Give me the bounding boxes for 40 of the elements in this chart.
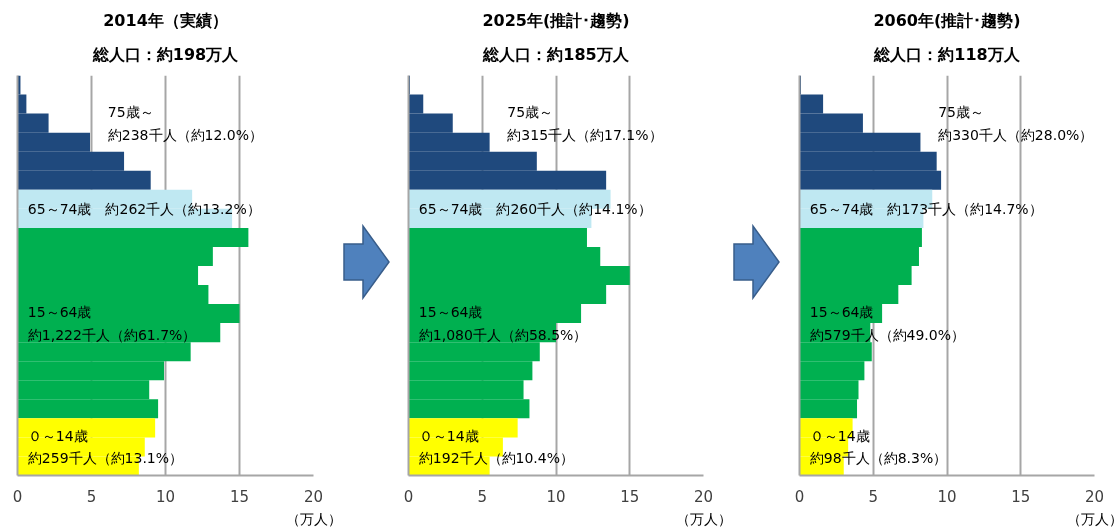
annotation: 約1,222千人（約61.7%） [27, 326, 197, 343]
chart-subtitle: 総人口：約198万人 [91, 44, 240, 64]
annotation: 65～74歳 約173千人（約14.7%） [809, 200, 1043, 217]
chart-title: 2025年(推計･趨勢) [482, 10, 630, 30]
x-axis-title: （万人） [675, 510, 732, 527]
annotation: 約330千人（約28.0%） [938, 126, 1094, 143]
annotation: 約315千人（約17.1%） [507, 126, 663, 143]
chart-subtitle: 総人口：約185万人 [482, 44, 630, 64]
chart-title: 2014年（実績） [103, 10, 228, 30]
x-tick-label: 15 [620, 487, 640, 506]
annotation: ０～14歳 [418, 427, 479, 444]
x-axis-title: （万人） [1066, 510, 1118, 527]
x-tick-label: 5 [868, 487, 879, 506]
annotation: 15～64歳 [418, 303, 483, 320]
x-tick-label: 10 [155, 487, 176, 506]
x-tick-label: 5 [477, 487, 488, 506]
x-tick-label: 20 [693, 487, 714, 506]
annotation: 65～74歳 約260千人（約14.1%） [418, 200, 652, 217]
annotation: 15～64歳 [809, 303, 874, 320]
annotation: 15～64歳 [27, 303, 92, 320]
annotation: 65～74歳 約262千人（約13.2%） [27, 200, 261, 217]
x-tick-label: 15 [1011, 487, 1031, 506]
x-tick-label: 0 [12, 487, 23, 506]
annotation: ０～14歳 [27, 427, 88, 444]
chart-title: 2060年(推計･趨勢) [873, 10, 1021, 30]
x-tick-label: 20 [1084, 487, 1105, 506]
x-tick-label: 0 [403, 487, 414, 506]
x-tick-label: 0 [794, 487, 805, 506]
annotation: 約238千人（約12.0%） [107, 126, 263, 143]
x-tick-label: 10 [937, 487, 957, 506]
annotation: 75歳～ [938, 103, 984, 120]
x-tick-label: 10 [546, 487, 566, 506]
x-tick-label: 20 [303, 487, 324, 506]
chart-subtitle: 総人口：約118万人 [873, 44, 1021, 64]
annotation: 75歳～ [507, 103, 554, 120]
x-axis-title: （万人） [285, 510, 342, 527]
x-tick-label: 5 [86, 487, 97, 506]
annotation: 約192千人（約10.4%） [418, 450, 575, 467]
x-tick-label: 15 [229, 487, 250, 506]
annotation: 75歳～ [107, 103, 154, 120]
